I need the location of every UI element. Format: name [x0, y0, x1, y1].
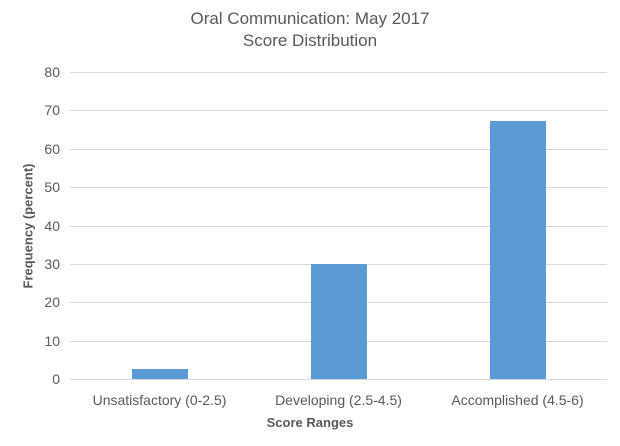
gridline — [70, 225, 607, 227]
gridline — [70, 148, 607, 150]
bar — [131, 369, 188, 379]
chart-title-line1: Oral Communication: May 2017 — [190, 9, 430, 28]
y-tick-label: 30 — [44, 255, 60, 272]
gridline — [70, 72, 607, 73]
bar — [489, 120, 546, 379]
x-axis-label: Score Ranges — [266, 415, 354, 430]
gridline — [70, 379, 607, 380]
y-tick-label: 80 — [44, 64, 60, 80]
gridline — [70, 110, 607, 112]
chart-subtitle: Score Distribution — [242, 31, 378, 50]
y-tick-label: 50 — [44, 179, 60, 196]
y-tick-label: 20 — [44, 294, 60, 311]
bar — [310, 263, 367, 379]
gridline — [70, 187, 607, 189]
y-tick-label: 40 — [44, 217, 60, 234]
x-tick-label: Developing (2.5-4.5) — [275, 392, 402, 408]
y-tick-label: 0 — [52, 371, 60, 387]
y-tick-label: 60 — [44, 140, 60, 157]
y-tick-label: 10 — [44, 332, 60, 349]
plot-area — [70, 72, 607, 380]
x-tick-label: Unsatisfactory (0-2.5) — [92, 392, 227, 408]
x-tick-label: Accomplished (4.5-6) — [451, 392, 584, 408]
chart-title: Oral Communication: May 2017 Score Distr… — [0, 8, 620, 52]
y-tick-label: 70 — [44, 102, 60, 119]
